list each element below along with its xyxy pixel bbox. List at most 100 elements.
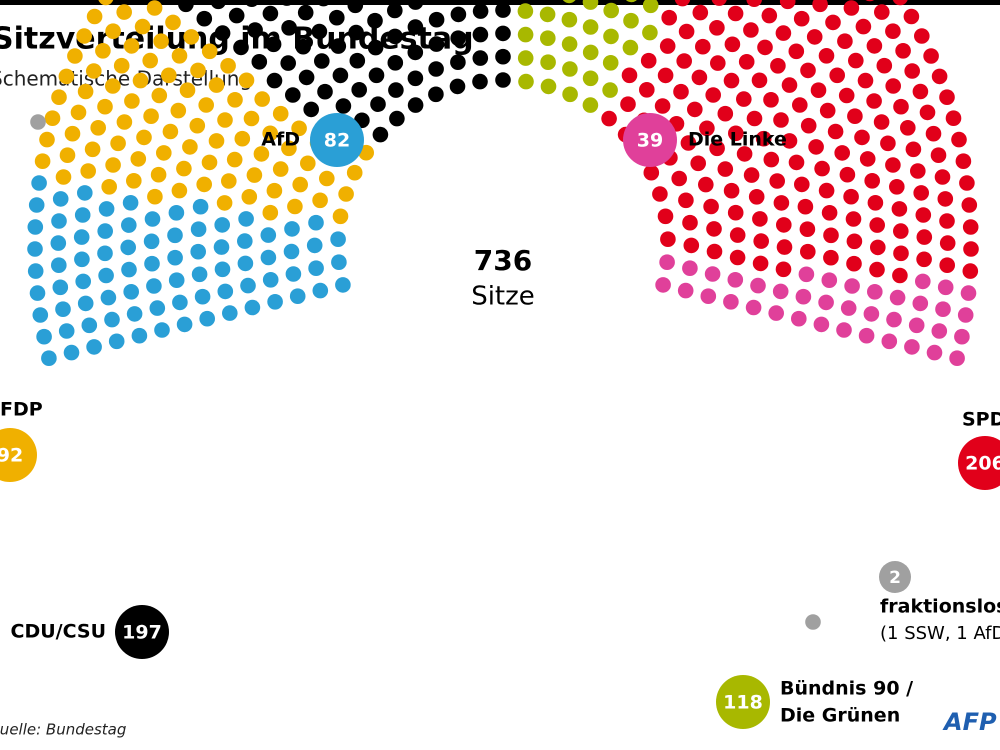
seat-count: 118 — [723, 692, 763, 714]
party-name: AfD — [261, 129, 300, 151]
seat — [243, 110, 260, 127]
seat — [97, 98, 113, 115]
seat — [330, 38, 347, 54]
seat — [217, 112, 233, 128]
seat — [262, 204, 279, 221]
seat — [678, 192, 694, 209]
seat — [77, 83, 94, 100]
seat — [151, 87, 168, 104]
seat — [146, 278, 162, 294]
seat — [843, 188, 859, 205]
seat — [724, 36, 741, 53]
seat — [935, 301, 951, 318]
seat — [603, 2, 619, 19]
seat — [100, 289, 117, 306]
seat — [262, 5, 279, 22]
seat-count: 92 — [0, 445, 23, 467]
seat — [167, 227, 183, 244]
seat — [63, 344, 80, 361]
seat — [126, 173, 142, 189]
seat — [561, 11, 578, 28]
seat — [518, 73, 534, 90]
seat — [189, 117, 206, 134]
seat — [743, 167, 760, 183]
seat — [75, 273, 91, 290]
seat — [639, 82, 655, 98]
seat — [31, 175, 47, 191]
seat — [582, 97, 599, 113]
seat — [30, 114, 46, 130]
seat — [86, 8, 103, 25]
seat — [121, 217, 137, 233]
seat — [289, 288, 306, 305]
seat — [886, 311, 902, 328]
seat — [226, 151, 243, 168]
seat — [196, 10, 213, 27]
party-seats — [30, 114, 821, 630]
seat — [806, 29, 823, 45]
seat — [603, 28, 619, 45]
seat — [704, 266, 721, 282]
seat — [244, 299, 261, 316]
seat — [825, 14, 841, 31]
seat — [752, 255, 769, 272]
seat — [895, 43, 911, 59]
seat — [736, 91, 752, 107]
seat — [86, 339, 102, 355]
seat — [904, 339, 920, 355]
seat — [892, 267, 908, 284]
seat — [795, 288, 812, 305]
seat — [171, 182, 188, 199]
seat — [798, 266, 815, 283]
seat — [711, 0, 727, 6]
seat — [727, 5, 744, 22]
seat — [367, 39, 384, 56]
seat — [800, 243, 816, 260]
seat — [677, 282, 694, 299]
seat — [105, 157, 121, 173]
seat — [939, 213, 955, 229]
seat — [116, 4, 132, 20]
seat — [818, 182, 835, 199]
seat — [39, 131, 55, 148]
seat — [335, 98, 352, 114]
seat — [101, 179, 117, 195]
seat — [937, 191, 954, 207]
seat — [930, 147, 947, 163]
seat — [86, 63, 102, 79]
seat — [312, 192, 328, 209]
seat — [314, 53, 330, 69]
party-seats — [601, 0, 979, 284]
seat — [582, 0, 599, 10]
seat — [332, 67, 349, 84]
seat — [623, 12, 639, 29]
seat — [914, 28, 930, 44]
seat — [51, 89, 67, 105]
seat — [220, 58, 236, 74]
seat — [692, 4, 709, 21]
seat — [776, 217, 792, 233]
seat — [387, 55, 404, 71]
seat — [210, 0, 227, 10]
seat — [262, 125, 279, 142]
seat — [743, 22, 759, 38]
seat — [880, 135, 896, 152]
seat — [620, 96, 636, 112]
seat — [755, 130, 772, 147]
seat — [781, 133, 798, 149]
seat — [58, 68, 75, 85]
seat — [428, 36, 445, 52]
seat — [813, 316, 830, 333]
seat-count: 197 — [122, 622, 162, 644]
seat — [729, 249, 746, 266]
seat — [745, 299, 762, 316]
seat — [213, 239, 230, 255]
seat — [156, 145, 172, 161]
seat — [51, 213, 67, 229]
seat — [717, 161, 734, 177]
seat — [582, 70, 599, 87]
seat — [368, 67, 385, 84]
seat — [227, 92, 243, 108]
seat — [168, 272, 185, 289]
seat — [331, 254, 347, 270]
